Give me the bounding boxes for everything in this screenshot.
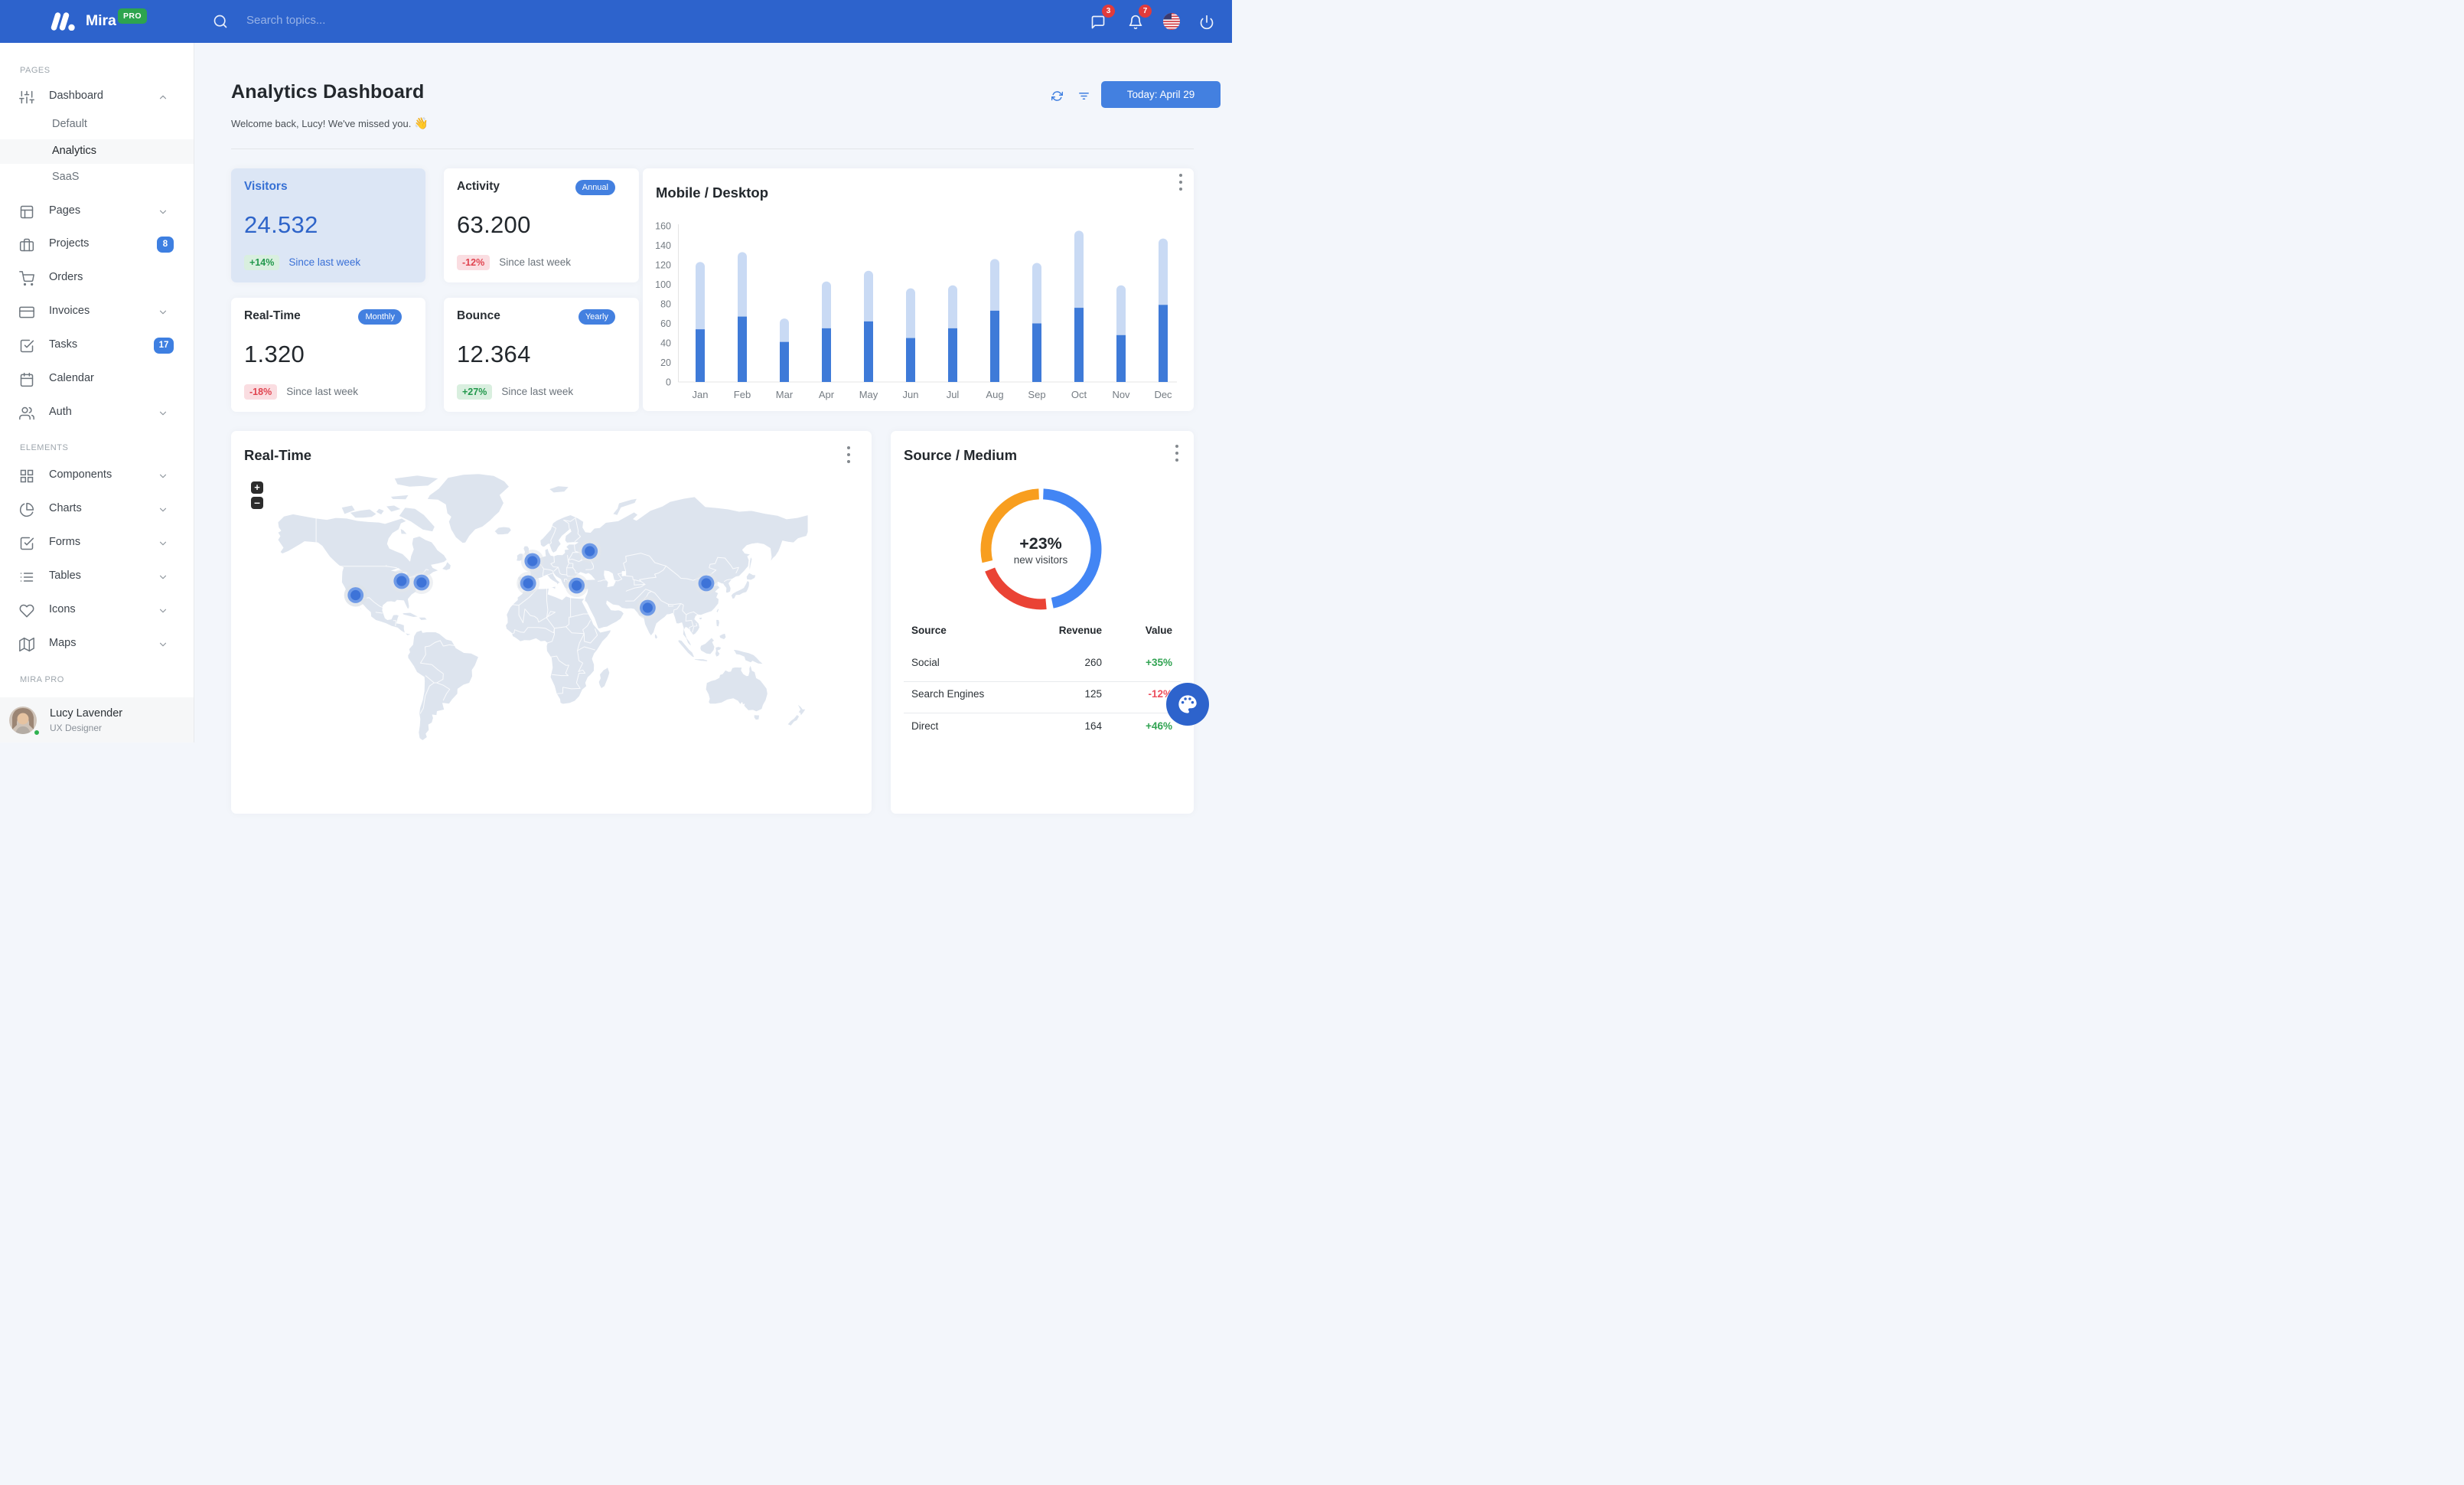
- svg-text:Aug: Aug: [986, 389, 1003, 400]
- svg-text:140: 140: [655, 240, 671, 251]
- svg-text:40: 40: [660, 338, 671, 348]
- svg-text:Oct: Oct: [1071, 389, 1087, 400]
- svg-text:Jul: Jul: [947, 389, 960, 400]
- svg-text:Dec: Dec: [1154, 389, 1172, 400]
- svg-text:Mar: Mar: [776, 389, 794, 400]
- svg-text:80: 80: [660, 299, 671, 309]
- svg-text:120: 120: [655, 259, 671, 270]
- svg-text:Nov: Nov: [1112, 389, 1130, 400]
- svg-text:20: 20: [660, 357, 671, 368]
- svg-text:Sep: Sep: [1028, 389, 1045, 400]
- svg-text:160: 160: [655, 220, 671, 231]
- svg-text:Jun: Jun: [903, 389, 919, 400]
- svg-text:Jan: Jan: [693, 389, 709, 400]
- svg-text:100: 100: [655, 279, 671, 290]
- svg-text:May: May: [859, 389, 878, 400]
- svg-text:Apr: Apr: [819, 389, 835, 400]
- svg-text:0: 0: [666, 377, 671, 387]
- svg-text:60: 60: [660, 318, 671, 329]
- svg-text:Feb: Feb: [734, 389, 751, 400]
